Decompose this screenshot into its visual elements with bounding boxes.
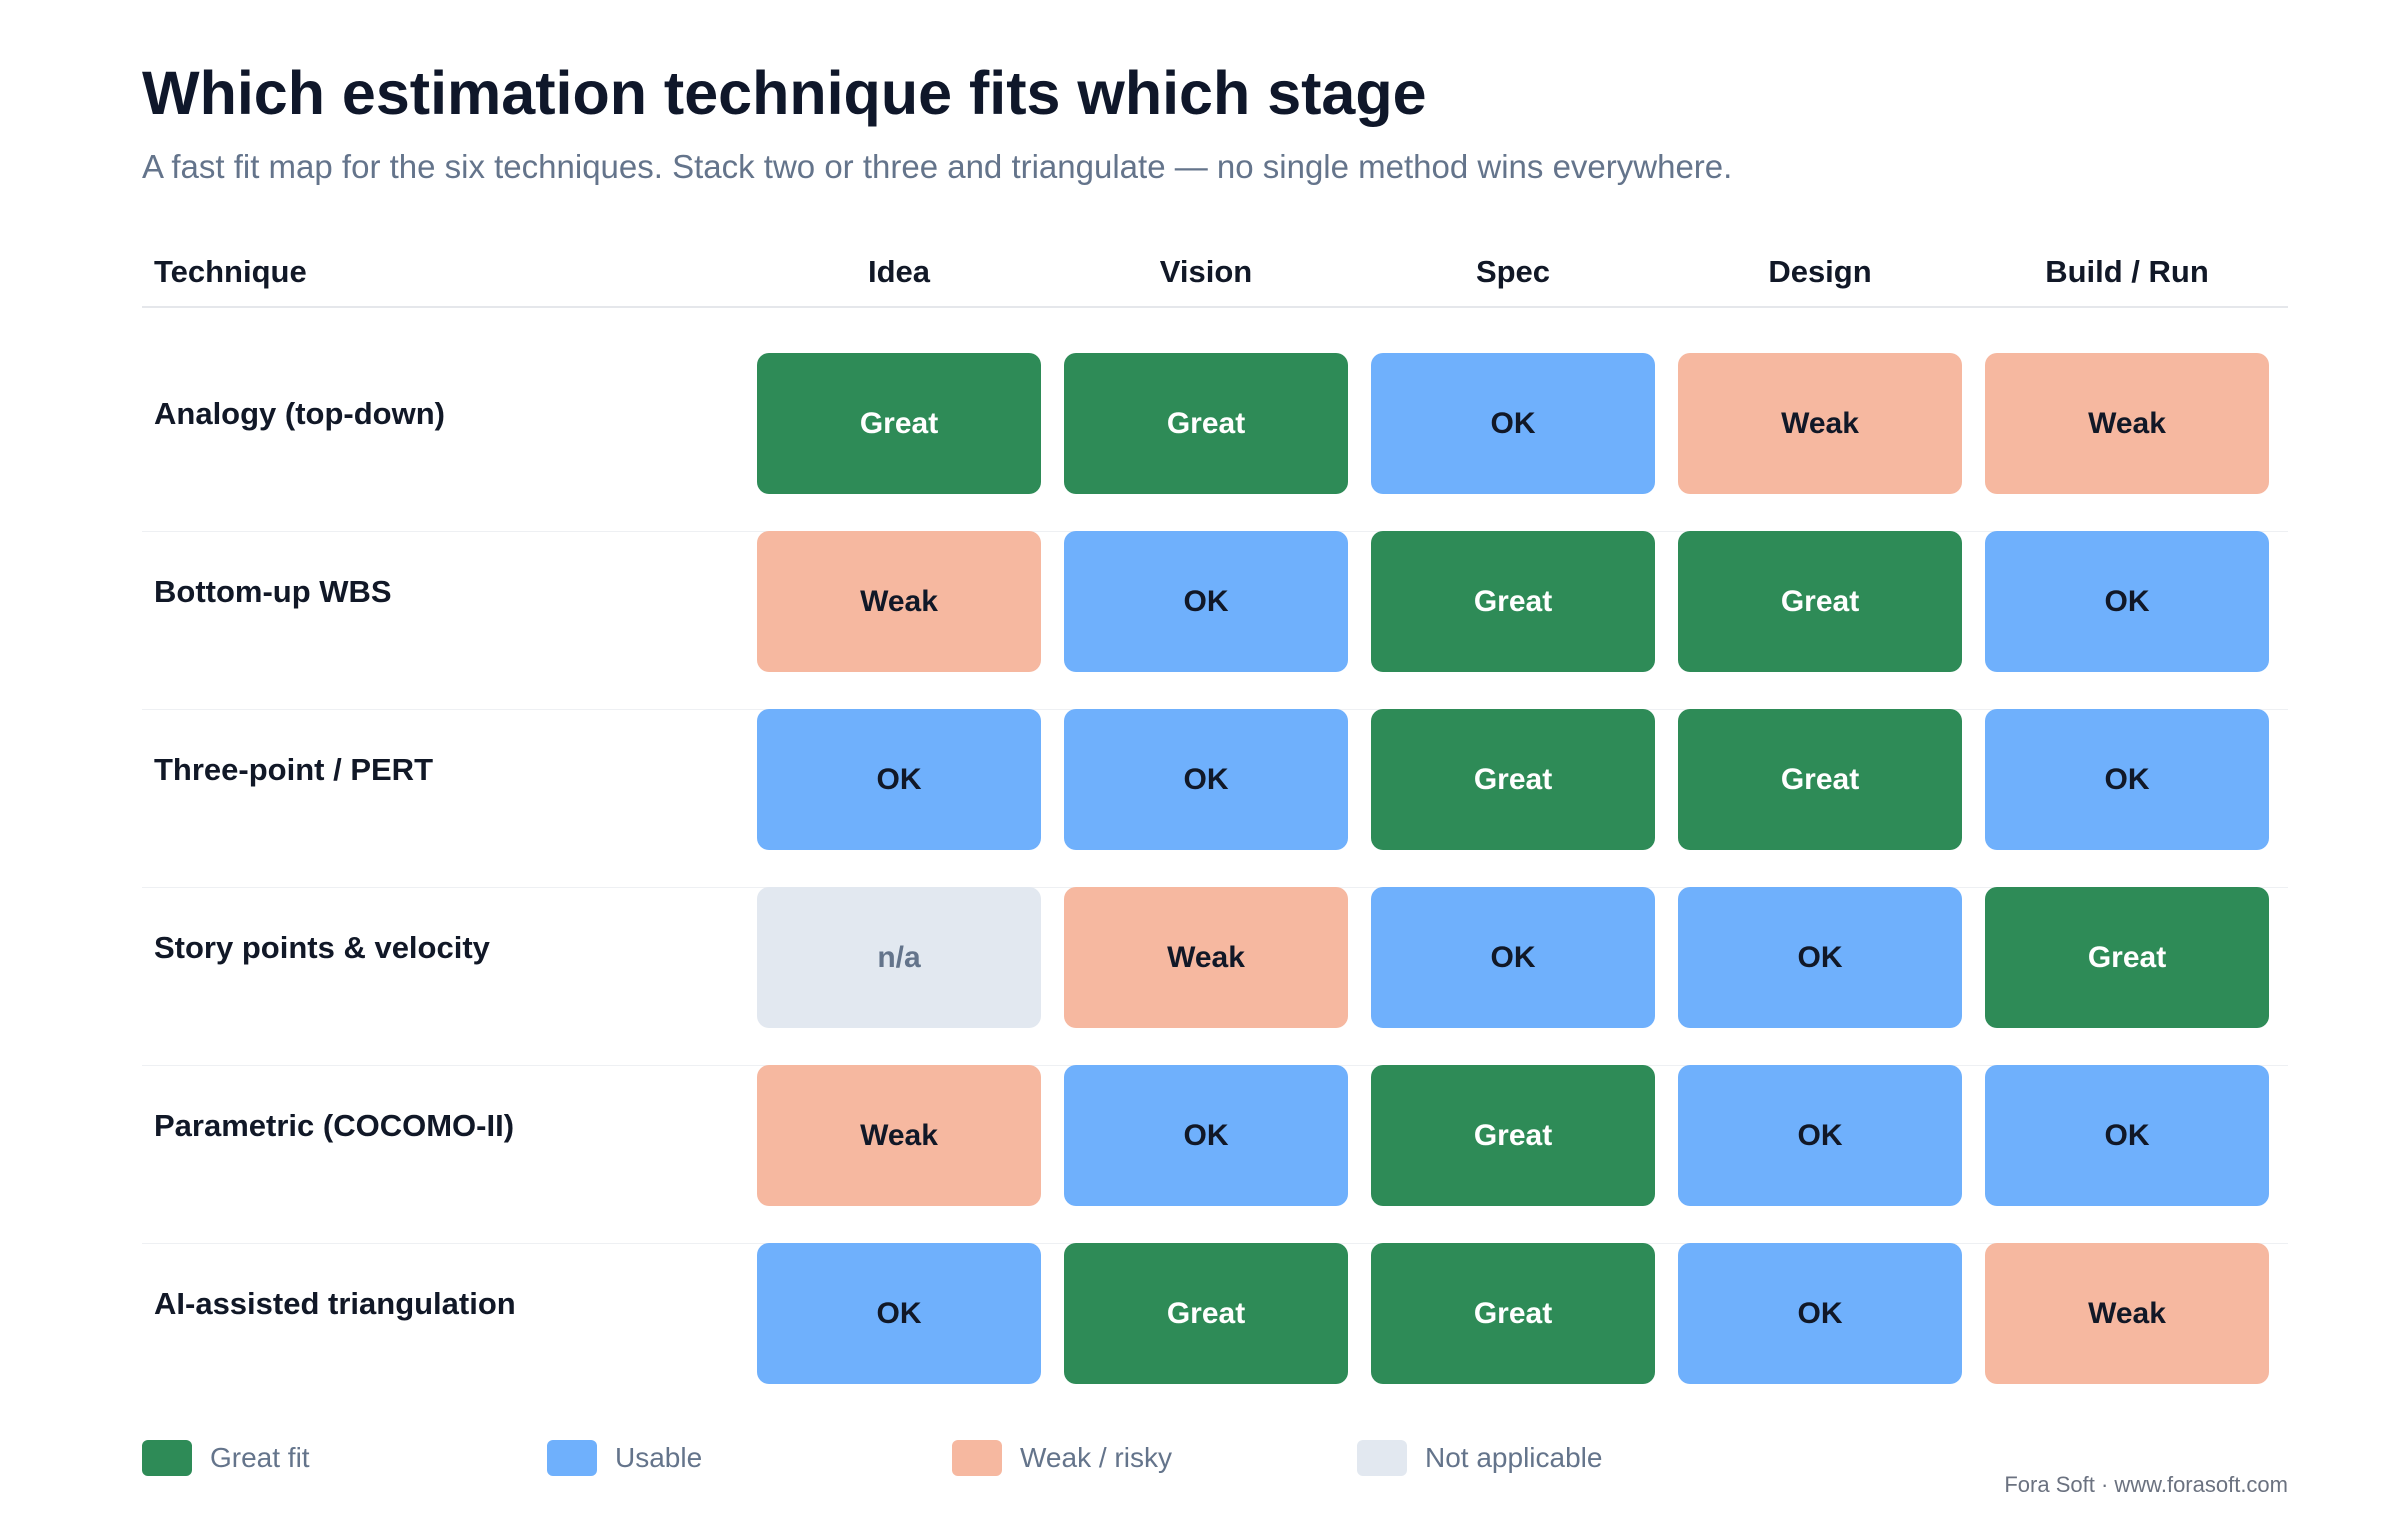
fit-cell-design: OK	[1678, 1243, 1962, 1384]
row-label: Story points & velocity	[154, 930, 490, 965]
table-row: Parametric (COCOMO-II) Weak OK Great OK OK	[142, 1065, 2288, 1244]
legend-label: Usable	[615, 1442, 703, 1473]
fit-cell-vision: OK	[1064, 709, 1348, 850]
fit-cell-spec: Great	[1371, 709, 1655, 850]
table-row: Three-point / PERT OK OK Great Great OK	[142, 709, 2288, 888]
fit-cell-spec: OK	[1371, 887, 1655, 1028]
fit-cell-design: Great	[1678, 531, 1962, 672]
row-label: Three-point / PERT	[154, 752, 433, 787]
fit-cell-vision: Weak	[1064, 887, 1348, 1028]
fit-cell-vision: OK	[1064, 531, 1348, 672]
fit-cell-idea: Weak	[757, 1065, 1041, 1206]
fit-cell-design: Weak	[1678, 353, 1962, 494]
chart-title: Which estimation technique fits which st…	[142, 59, 1427, 127]
fit-cell-idea: OK	[757, 1243, 1041, 1384]
chart-subtitle: A fast fit map for the six techniques. S…	[142, 148, 1733, 185]
fit-cell-spec: OK	[1371, 353, 1655, 494]
fit-cell-spec: Great	[1371, 1243, 1655, 1384]
column-header-design: Design	[1768, 254, 1872, 289]
fit-cell-build-run: OK	[1985, 709, 2269, 850]
fit-cell-design: OK	[1678, 1065, 1962, 1206]
fit-cell-idea: OK	[757, 709, 1041, 850]
legend-label: Great fit	[210, 1442, 310, 1473]
fit-cell-vision: OK	[1064, 1065, 1348, 1206]
fit-cell-vision: Great	[1064, 353, 1348, 494]
column-header-build-run: Build / Run	[2045, 254, 2209, 289]
row-label: Parametric (COCOMO-II)	[154, 1108, 515, 1143]
row-label: Bottom-up WBS	[154, 574, 392, 609]
column-header-technique: Technique	[154, 254, 307, 289]
column-header-idea: Idea	[867, 254, 931, 289]
table-header: Technique Idea Vision Spec Design Build / Ru…	[142, 248, 2288, 308]
footer-credit: Fora Soft · www.forasoft.com	[2004, 1472, 2288, 1497]
fit-cell-idea: Weak	[757, 531, 1041, 672]
legend-swatch	[1357, 1440, 1407, 1476]
legend-label: Not applicable	[1425, 1442, 1603, 1473]
fit-cell-build-run: OK	[1985, 531, 2269, 672]
column-header-spec: Spec	[1475, 254, 1551, 289]
fit-cell-vision: Great	[1064, 1243, 1348, 1384]
fit-cell-design: OK	[1678, 887, 1962, 1028]
fit-cell-build-run: Great	[1985, 887, 2269, 1028]
table-row: AI-assisted triangulation OK Great Great OK W…	[142, 1243, 2288, 1421]
fit-cell-spec: Great	[1371, 531, 1655, 672]
fit-cell-build-run: Weak	[1985, 353, 2269, 494]
fit-cell-build-run: Weak	[1985, 1243, 2269, 1384]
fit-cell-idea: n/a	[757, 887, 1041, 1028]
row-label: AI-assisted triangulation	[154, 1286, 516, 1321]
column-header-vision: Vision	[1159, 254, 1253, 289]
fit-cell-idea: Great	[757, 353, 1041, 494]
fit-cell-spec: Great	[1371, 1065, 1655, 1206]
legend-swatch	[142, 1440, 192, 1476]
legend-swatch	[547, 1440, 597, 1476]
legend-label: Weak / risky	[1020, 1442, 1172, 1473]
fit-cell-design: Great	[1678, 709, 1962, 850]
table-row: Story points & velocity n/a Weak OK OK Great	[142, 887, 2288, 1066]
legend-swatch	[952, 1440, 1002, 1476]
row-label: Analogy (top-down)	[154, 396, 445, 431]
fit-cell-build-run: OK	[1985, 1065, 2269, 1206]
table-row: Analogy (top-down) Great Great OK Weak Weak	[142, 353, 2288, 532]
table-row: Bottom-up WBS Weak OK Great Great OK	[142, 531, 2288, 710]
